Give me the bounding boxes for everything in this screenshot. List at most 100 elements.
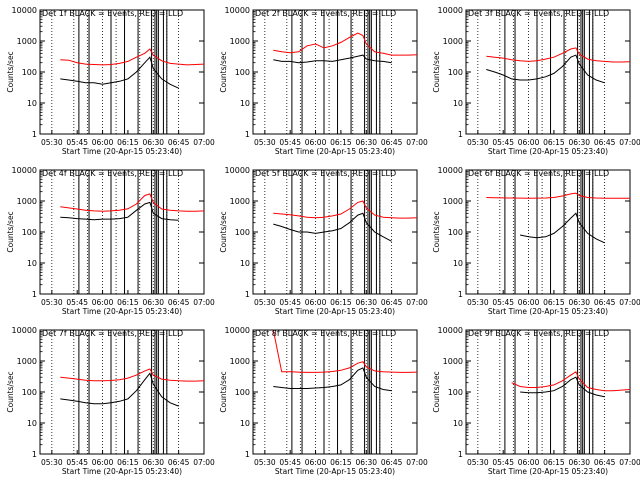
series-line xyxy=(486,47,631,63)
y-tick-label: 1000 xyxy=(17,197,37,206)
x-tick-label: 05:45 xyxy=(492,138,514,147)
y-tick-label: 10000 xyxy=(12,166,37,175)
y-tick-label: 10 xyxy=(453,259,463,268)
x-tick-label: 06:00 xyxy=(518,138,540,147)
y-tick-label: 1000 xyxy=(443,37,463,46)
panel-title: Det 6f BLACK = Events, RED = LLD xyxy=(468,169,609,178)
series-line xyxy=(486,54,605,84)
x-tick-label: 07:00 xyxy=(193,138,215,147)
series-line xyxy=(273,200,418,219)
y-axis-label: Counts/sec xyxy=(219,211,228,252)
series-line xyxy=(60,201,179,221)
x-tick-label: 05:30 xyxy=(254,138,276,147)
series-line xyxy=(60,48,205,66)
x-tick-label: 06:15 xyxy=(543,458,565,467)
series-line xyxy=(273,367,392,392)
x-tick-label: 06:00 xyxy=(92,298,114,307)
x-tick-label: 06:45 xyxy=(594,138,616,147)
x-axis-label: Start Time (20-Apr-15 05:23:40) xyxy=(488,147,608,156)
x-tick-label: 07:00 xyxy=(193,298,215,307)
y-tick-label: 100 xyxy=(22,68,37,77)
y-tick-label: 100 xyxy=(235,68,250,77)
x-tick-label: 06:15 xyxy=(543,138,565,147)
x-axis-label: Start Time (20-Apr-15 05:23:40) xyxy=(62,307,182,316)
y-axis-label: Counts/sec xyxy=(6,371,15,412)
y-axis-label: Counts/sec xyxy=(6,211,15,252)
x-tick-label: 07:00 xyxy=(406,298,428,307)
y-tick-label: 1 xyxy=(32,290,37,299)
y-tick-label: 10000 xyxy=(438,6,463,15)
panel-title: Det 4f BLACK = Events, RED = LLD xyxy=(42,169,183,178)
x-tick-label: 05:30 xyxy=(41,298,63,307)
y-tick-label: 1000 xyxy=(17,357,37,366)
x-tick-label: 06:30 xyxy=(142,458,164,467)
x-tick-label: 06:15 xyxy=(117,298,139,307)
x-tick-label: 06:45 xyxy=(594,298,616,307)
plot-frame xyxy=(252,329,418,455)
y-tick-label: 1 xyxy=(32,130,37,139)
series-line xyxy=(60,368,205,382)
panel-title: Det 8f BLACK = Events, RED = LLD xyxy=(255,329,396,338)
panel-title: Det 3f BLACK = Events, RED = LLD xyxy=(468,9,609,18)
x-tick-label: 05:45 xyxy=(66,298,88,307)
series-line xyxy=(60,193,205,212)
y-tick-label: 1 xyxy=(245,450,250,459)
x-tick-label: 06:00 xyxy=(305,458,327,467)
x-axis-label: Start Time (20-Apr-15 05:23:40) xyxy=(275,467,395,476)
x-tick-label: 05:45 xyxy=(492,458,514,467)
y-tick-label: 10 xyxy=(453,99,463,108)
y-axis-label: Counts/sec xyxy=(432,371,441,412)
y-tick-label: 100 xyxy=(448,68,463,77)
x-tick-label: 06:00 xyxy=(305,298,327,307)
detector-panel: 1 10 100 1000 10000 05:30 05:45 06:00 06:15 06:30… xyxy=(6,6,215,156)
y-tick-label: 10 xyxy=(240,99,250,108)
x-tick-label: 05:30 xyxy=(254,458,276,467)
x-tick-label: 05:30 xyxy=(41,458,63,467)
x-tick-label: 05:30 xyxy=(467,138,489,147)
y-tick-label: 10000 xyxy=(12,326,37,335)
y-tick-label: 1 xyxy=(458,450,463,459)
y-tick-label: 10000 xyxy=(438,326,463,335)
x-tick-label: 06:30 xyxy=(355,458,377,467)
x-tick-label: 05:45 xyxy=(66,458,88,467)
x-tick-label: 06:30 xyxy=(142,298,164,307)
x-tick-label: 06:30 xyxy=(568,138,590,147)
y-tick-label: 10 xyxy=(240,419,250,428)
plot-frame xyxy=(465,9,631,135)
y-tick-label: 100 xyxy=(448,228,463,237)
plot-frame xyxy=(252,9,418,135)
x-tick-label: 06:30 xyxy=(568,298,590,307)
detector-panel: 1 10 100 1000 10000 05:30 05:45 06:00 06:15 06:30… xyxy=(432,326,640,476)
x-tick-label: 06:30 xyxy=(142,138,164,147)
detector-panel: 1 10 100 1000 10000 05:30 05:45 06:00 06:15 06:30… xyxy=(219,6,428,156)
x-tick-label: 05:30 xyxy=(41,138,63,147)
y-tick-label: 1000 xyxy=(443,197,463,206)
y-tick-label: 10000 xyxy=(12,6,37,15)
x-tick-label: 06:45 xyxy=(168,138,190,147)
y-tick-label: 100 xyxy=(235,388,250,397)
y-tick-label: 10 xyxy=(240,259,250,268)
x-tick-label: 06:15 xyxy=(543,298,565,307)
x-tick-label: 06:00 xyxy=(305,138,327,147)
series-line xyxy=(272,329,418,373)
series-line xyxy=(60,56,179,89)
x-axis-label: Start Time (20-Apr-15 05:23:40) xyxy=(488,307,608,316)
x-tick-label: 06:00 xyxy=(92,458,114,467)
x-tick-label: 06:30 xyxy=(355,138,377,147)
y-tick-label: 1000 xyxy=(443,357,463,366)
x-axis-label: Start Time (20-Apr-15 05:23:40) xyxy=(275,307,395,316)
series-line xyxy=(273,54,392,64)
plot-frame xyxy=(465,169,631,295)
x-tick-label: 05:45 xyxy=(279,458,301,467)
panel-title: Det 7f BLACK = Events, RED = LLD xyxy=(42,329,183,338)
x-tick-label: 07:00 xyxy=(406,458,428,467)
x-tick-label: 05:45 xyxy=(492,298,514,307)
x-tick-label: 07:00 xyxy=(193,458,215,467)
detector-panel: 1 10 100 1000 10000 05:30 05:45 06:00 06:15 06:30… xyxy=(432,166,640,316)
y-tick-label: 10000 xyxy=(438,166,463,175)
y-tick-label: 10 xyxy=(27,259,37,268)
y-tick-label: 1 xyxy=(245,130,250,139)
x-tick-label: 06:45 xyxy=(381,138,403,147)
x-tick-label: 05:45 xyxy=(66,138,88,147)
y-axis-label: Counts/sec xyxy=(219,51,228,92)
